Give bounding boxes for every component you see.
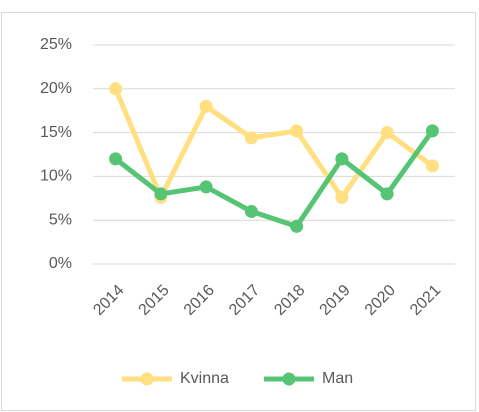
legend-marker (140, 372, 154, 386)
data-point (380, 126, 394, 140)
data-point (244, 204, 258, 218)
data-point (154, 187, 168, 201)
series-line (114, 129, 435, 229)
y-tick-label: 20% (40, 80, 72, 97)
legend-marker (282, 372, 296, 386)
y-tick-label: 10% (40, 168, 72, 185)
series-line (113, 87, 434, 200)
data-point (199, 180, 213, 194)
y-tick-label: 0% (49, 255, 72, 272)
y-tick-label: 5% (49, 211, 72, 228)
data-point (425, 159, 439, 173)
y-tick-label: 25% (40, 36, 72, 53)
data-point (335, 190, 349, 204)
data-point (425, 124, 439, 138)
chart-frame (1, 12, 476, 411)
data-point (244, 131, 258, 145)
legend-label: Kvinna (180, 370, 229, 387)
data-point (199, 99, 213, 113)
data-point (380, 187, 394, 201)
y-tick-label: 15% (40, 124, 72, 141)
data-point (109, 82, 123, 96)
data-point (335, 152, 349, 166)
data-point (290, 219, 304, 233)
data-point (109, 152, 123, 166)
legend-label: Man (322, 370, 353, 387)
data-point (290, 124, 304, 138)
